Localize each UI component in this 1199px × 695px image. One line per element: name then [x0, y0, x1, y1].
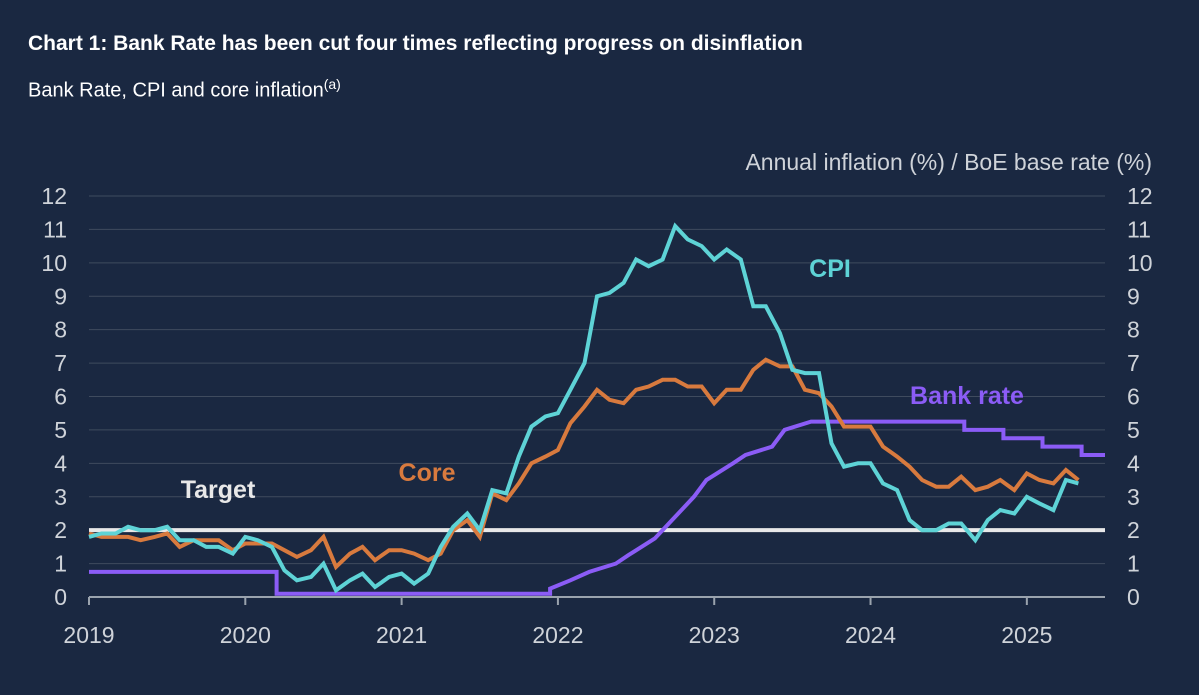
y-tick-right-3: 3	[1127, 484, 1140, 510]
x-tick-2019: 2019	[63, 622, 114, 648]
y-tick-right-4: 4	[1127, 450, 1140, 476]
x-tick-2020: 2020	[220, 622, 271, 648]
y-tick-right-5: 5	[1127, 417, 1140, 443]
core-label: Core	[399, 459, 456, 487]
y-tick-left-2: 2	[54, 517, 67, 543]
y-tick-left-12: 12	[41, 183, 67, 209]
x-ticks: 2019 2020 2021 2022 2023 2024 2025	[63, 597, 1052, 648]
bank-rate-label: Bank rate	[910, 382, 1024, 410]
chart-subtitle: Bank Rate, CPI and core inflation(a)	[28, 76, 341, 103]
subtitle-text: Bank Rate, CPI and core inflation	[28, 79, 324, 102]
x-tick-2022: 2022	[532, 622, 583, 648]
chart-title: Chart 1: Bank Rate has been cut four tim…	[28, 32, 803, 55]
gridlines	[89, 195, 1105, 598]
y-axis-label: Annual inflation (%) / BoE base rate (%)	[745, 149, 1152, 175]
y-tick-left-5: 5	[54, 417, 67, 443]
y-tick-left-1: 1	[54, 551, 67, 577]
y-tick-right-10: 10	[1127, 250, 1153, 276]
y-tick-left-11: 11	[43, 216, 67, 242]
y-tick-left-10: 10	[41, 250, 67, 276]
y-tick-right-0: 0	[1127, 584, 1140, 610]
y-tick-left-3: 3	[54, 484, 67, 510]
subtitle-footnote: (a)	[323, 76, 341, 92]
y-tick-right-12: 12	[1127, 183, 1153, 209]
y-tick-left-0: 0	[54, 584, 67, 610]
target-label: Target	[181, 476, 256, 504]
y-tick-left-4: 4	[54, 450, 67, 476]
x-tick-2024: 2024	[845, 622, 896, 648]
series-line-cpi	[88, 222, 1079, 594]
y-tick-left-8: 8	[54, 317, 67, 343]
series-line-core	[88, 357, 1080, 571]
series-line-bank-rate	[89, 419, 1105, 596]
x-tick-2025: 2025	[1001, 622, 1052, 648]
y-tick-right-8: 8	[1127, 317, 1140, 343]
cpi-label: CPI	[809, 255, 851, 283]
y-tick-left-7: 7	[54, 350, 67, 376]
y-tick-right-1: 1	[1127, 551, 1140, 577]
series-lines	[88, 222, 1105, 596]
y-tick-right-2: 2	[1127, 517, 1140, 543]
y-tick-right-9: 9	[1127, 283, 1140, 309]
x-tick-2023: 2023	[689, 622, 740, 648]
y-tick-right-6: 6	[1127, 384, 1140, 410]
x-tick-2021: 2021	[376, 622, 427, 648]
y-tick-right-7: 7	[1127, 350, 1140, 376]
y-tick-left-6: 6	[54, 384, 67, 410]
y-tick-right-11: 11	[1127, 216, 1151, 242]
y-tick-left-9: 9	[54, 283, 67, 309]
